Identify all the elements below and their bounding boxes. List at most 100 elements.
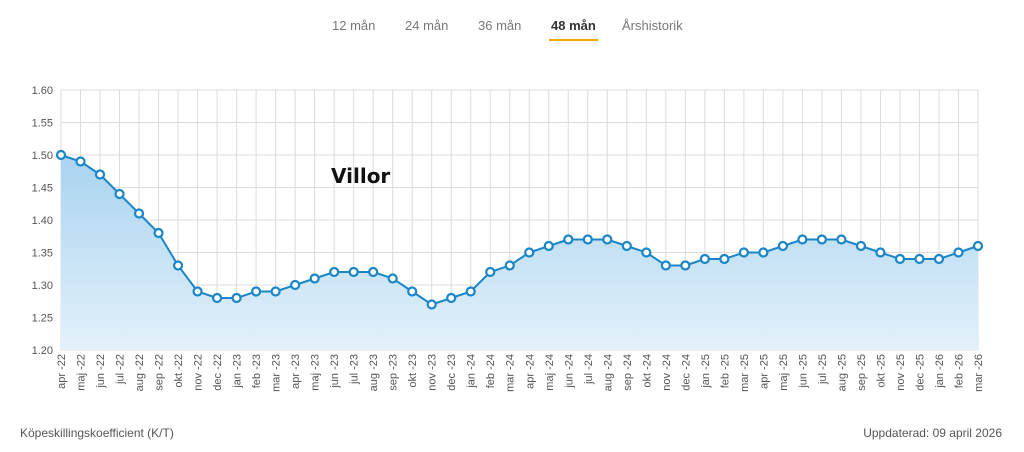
data-point[interactable] bbox=[290, 279, 301, 291]
tab-24-months[interactable]: 24 mån bbox=[405, 18, 448, 33]
area-path bbox=[61, 155, 978, 350]
x-tick-label: mar -25 bbox=[739, 354, 751, 392]
y-tick-label: 1.30 bbox=[32, 280, 53, 292]
data-point[interactable] bbox=[933, 253, 945, 265]
x-tick-label: aug -22 bbox=[134, 354, 146, 391]
data-point[interactable] bbox=[855, 240, 867, 252]
x-tick-label: feb -26 bbox=[953, 354, 965, 388]
data-point[interactable] bbox=[972, 240, 984, 252]
tab-label: Årshistorik bbox=[622, 18, 683, 33]
x-tick-label: okt -22 bbox=[173, 354, 185, 388]
y-tick-label: 1.45 bbox=[32, 183, 53, 195]
x-axis-ticks: apr -22 maj -22 jun -22 jul -22 aug -22 sep -… bbox=[56, 354, 985, 392]
x-tick-label: nov -23 bbox=[427, 354, 439, 391]
data-point[interactable] bbox=[953, 247, 964, 258]
data-point[interactable] bbox=[660, 260, 671, 271]
data-point[interactable] bbox=[251, 286, 262, 297]
data-point[interactable] bbox=[621, 240, 632, 252]
data-point[interactable] bbox=[504, 260, 515, 271]
data-point[interactable] bbox=[368, 266, 379, 278]
x-tick-label: sep -24 bbox=[622, 354, 634, 391]
data-point[interactable] bbox=[758, 247, 769, 258]
data-point[interactable] bbox=[875, 247, 886, 258]
data-point[interactable] bbox=[446, 292, 457, 304]
x-tick-label: jan -23 bbox=[232, 354, 244, 389]
data-point[interactable] bbox=[348, 266, 359, 278]
data-point[interactable] bbox=[55, 149, 67, 161]
data-point[interactable] bbox=[699, 253, 710, 265]
tab-label: 24 mån bbox=[405, 18, 449, 33]
data-point[interactable] bbox=[329, 266, 340, 278]
data-point[interactable] bbox=[719, 253, 730, 265]
x-tick-label: dec -25 bbox=[914, 354, 926, 391]
x-tick-label: feb -25 bbox=[719, 354, 731, 388]
data-point[interactable] bbox=[192, 286, 203, 297]
period-tabs: 12 mån 24 mån 36 mån 48 mån Årshistorik bbox=[0, 14, 1024, 44]
x-tick-label: sep -22 bbox=[154, 354, 166, 391]
y-tick-label: 1.20 bbox=[32, 345, 53, 357]
data-point[interactable] bbox=[836, 234, 847, 245]
x-tick-label: sep -23 bbox=[388, 354, 400, 391]
x-tick-label: maj -25 bbox=[778, 354, 790, 391]
y-tick-label: 1.35 bbox=[32, 248, 53, 260]
data-point[interactable] bbox=[524, 247, 535, 258]
data-point[interactable] bbox=[172, 260, 184, 271]
y-tick-label: 1.50 bbox=[32, 150, 53, 162]
x-tick-label: jan -26 bbox=[934, 354, 946, 389]
data-point[interactable] bbox=[602, 234, 613, 245]
data-point[interactable] bbox=[75, 156, 86, 167]
data-point[interactable] bbox=[387, 273, 398, 284]
data-point[interactable] bbox=[465, 286, 476, 297]
data-point[interactable] bbox=[231, 292, 242, 304]
y-tick-label: 1.40 bbox=[32, 215, 53, 227]
data-point[interactable] bbox=[914, 253, 925, 265]
data-point[interactable] bbox=[407, 286, 418, 297]
data-point[interactable] bbox=[543, 240, 554, 252]
data-point[interactable] bbox=[485, 266, 496, 278]
x-tick-label: jun -22 bbox=[95, 354, 107, 389]
data-point[interactable] bbox=[563, 234, 574, 245]
updated-date: Uppdaterad: 09 april 2026 bbox=[863, 426, 1002, 440]
data-point[interactable] bbox=[94, 169, 106, 180]
tab-12-months[interactable]: 12 mån bbox=[332, 18, 375, 33]
x-tick-label: apr -25 bbox=[758, 354, 770, 389]
area-fill bbox=[61, 155, 978, 350]
x-tick-label: nov -22 bbox=[193, 354, 205, 391]
x-tick-label: feb -23 bbox=[251, 354, 263, 388]
tab-year-history[interactable]: Årshistorik bbox=[622, 18, 683, 33]
x-tick-label: mar -24 bbox=[505, 354, 517, 392]
tab-label: 36 mån bbox=[478, 18, 522, 33]
x-tick-label: nov -24 bbox=[661, 354, 673, 391]
data-point[interactable] bbox=[777, 240, 788, 252]
x-tick-label: apr -24 bbox=[524, 354, 536, 389]
data-point[interactable] bbox=[582, 234, 593, 245]
active-tab-underline bbox=[549, 39, 598, 41]
x-tick-label: nov -25 bbox=[895, 354, 907, 391]
x-tick-label: mar -23 bbox=[271, 354, 283, 392]
x-tick-label: maj -22 bbox=[76, 354, 88, 391]
x-tick-label: okt -23 bbox=[407, 354, 419, 388]
data-point[interactable] bbox=[738, 247, 749, 258]
data-point[interactable] bbox=[114, 188, 125, 200]
data-point[interactable] bbox=[153, 227, 164, 239]
x-tick-label: okt -25 bbox=[875, 354, 887, 388]
data-point[interactable] bbox=[133, 208, 145, 219]
data-point[interactable] bbox=[680, 260, 691, 271]
x-tick-label: jun -24 bbox=[563, 354, 575, 389]
tab-48-months[interactable]: 48 mån bbox=[549, 18, 598, 41]
x-tick-label: jul -25 bbox=[817, 354, 829, 385]
chart-title: Villor bbox=[331, 164, 390, 188]
x-tick-label: okt -24 bbox=[641, 354, 653, 388]
data-point[interactable] bbox=[270, 286, 281, 297]
data-point[interactable] bbox=[309, 273, 320, 284]
data-point[interactable] bbox=[816, 234, 828, 245]
data-point[interactable] bbox=[641, 247, 652, 258]
x-tick-label: maj -23 bbox=[310, 354, 322, 391]
x-tick-label: jul -23 bbox=[349, 354, 361, 385]
data-point[interactable] bbox=[797, 234, 808, 245]
tab-label: 48 mån bbox=[551, 18, 596, 33]
data-point[interactable] bbox=[211, 292, 223, 304]
data-point[interactable] bbox=[426, 299, 437, 310]
tab-36-months[interactable]: 36 mån bbox=[478, 18, 521, 33]
data-point[interactable] bbox=[894, 253, 906, 265]
